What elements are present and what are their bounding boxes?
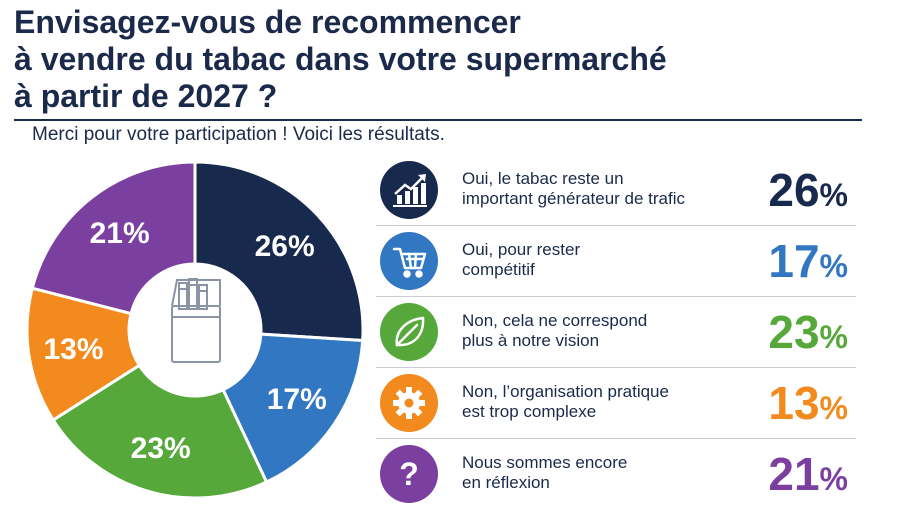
legend-icon-bg-4: ? — [380, 445, 438, 503]
trending-up-chart-icon — [393, 174, 427, 207]
legend-value-percent: % — [819, 390, 848, 426]
legend-label: Non, l’organisation pratique est trop co… — [462, 382, 669, 421]
pie-slice-4 — [30, 160, 197, 316]
legend-value: 21% — [768, 447, 848, 506]
title-line-3: à partir de 2027 ? — [14, 78, 278, 114]
title-line-2: à vendre du tabac dans votre supermarché — [14, 41, 667, 77]
pie-data-label-4: 21% — [90, 217, 150, 250]
legend-value: 26% — [768, 163, 848, 222]
legend-value-number: 26 — [768, 164, 820, 216]
legend-icon-bg-3 — [380, 374, 438, 432]
legend-value-percent: % — [819, 177, 848, 213]
legend-value: 23% — [768, 305, 848, 364]
pie-data-label-2: 23% — [131, 432, 191, 465]
legend-row-vision: Non, cela ne correspond plus à notre vis… — [376, 297, 856, 368]
legend-value-number: 21 — [768, 448, 820, 500]
legend-value-number: 13 — [768, 377, 820, 429]
pie-data-label-1: 17% — [267, 383, 327, 416]
legend-row-traffic: Oui, le tabac reste un important générat… — [376, 155, 856, 226]
subtitle: Merci pour votre participation ! Voici l… — [32, 124, 445, 145]
legend-value-percent: % — [819, 319, 848, 355]
question-mark-icon: ? — [399, 456, 419, 492]
pie-slice-2 — [51, 363, 269, 500]
pie-data-label-3: 13% — [43, 333, 103, 366]
legend-label: Non, cela ne correspond plus à notre vis… — [462, 311, 648, 350]
legend: Oui, le tabac reste un important générat… — [376, 155, 856, 509]
legend-icon-bg-1 — [380, 232, 438, 290]
legend-label: Oui, pour rester compétitif — [462, 240, 581, 279]
legend-value-number: 23 — [768, 306, 820, 358]
shopping-cart-icon — [392, 247, 427, 278]
legend-label: Oui, le tabac reste un important générat… — [462, 169, 686, 208]
cigarette-pack-icon — [171, 278, 221, 363]
pie-slice-0 — [193, 160, 365, 343]
title-divider — [14, 119, 862, 121]
legend-row-organisation: Non, l’organisation pratique est trop co… — [376, 368, 856, 439]
legend-value: 13% — [768, 376, 848, 435]
pie-data-label-0: 26% — [255, 230, 315, 263]
pie-slice-1 — [221, 332, 365, 485]
pie-slice-3 — [25, 286, 142, 423]
donut-center — [130, 265, 260, 395]
gear-icon — [393, 387, 425, 419]
svg-text:?: ? — [399, 456, 419, 492]
legend-value-percent: % — [819, 248, 848, 284]
legend-icon-bg-0 — [380, 161, 438, 219]
title-line-1: Envisagez-vous de recommencer — [14, 4, 521, 40]
legend-value-number: 17 — [768, 235, 820, 287]
legend-label: Nous sommes encore en réflexion — [462, 453, 628, 492]
legend-value-percent: % — [819, 461, 848, 497]
page-title: Envisagez-vous de recommencer à vendre d… — [14, 4, 874, 115]
legend-value: 17% — [768, 234, 848, 293]
leaf-icon — [395, 316, 425, 347]
donut-chart: 26% 17% 23% 13% 21% — [25, 160, 365, 500]
legend-row-competitive: Oui, pour rester compétitif 17% — [376, 226, 856, 297]
legend-row-reflection: ? Nous sommes encore en réflexion 21% — [376, 439, 856, 509]
legend-icon-bg-2 — [380, 303, 438, 361]
